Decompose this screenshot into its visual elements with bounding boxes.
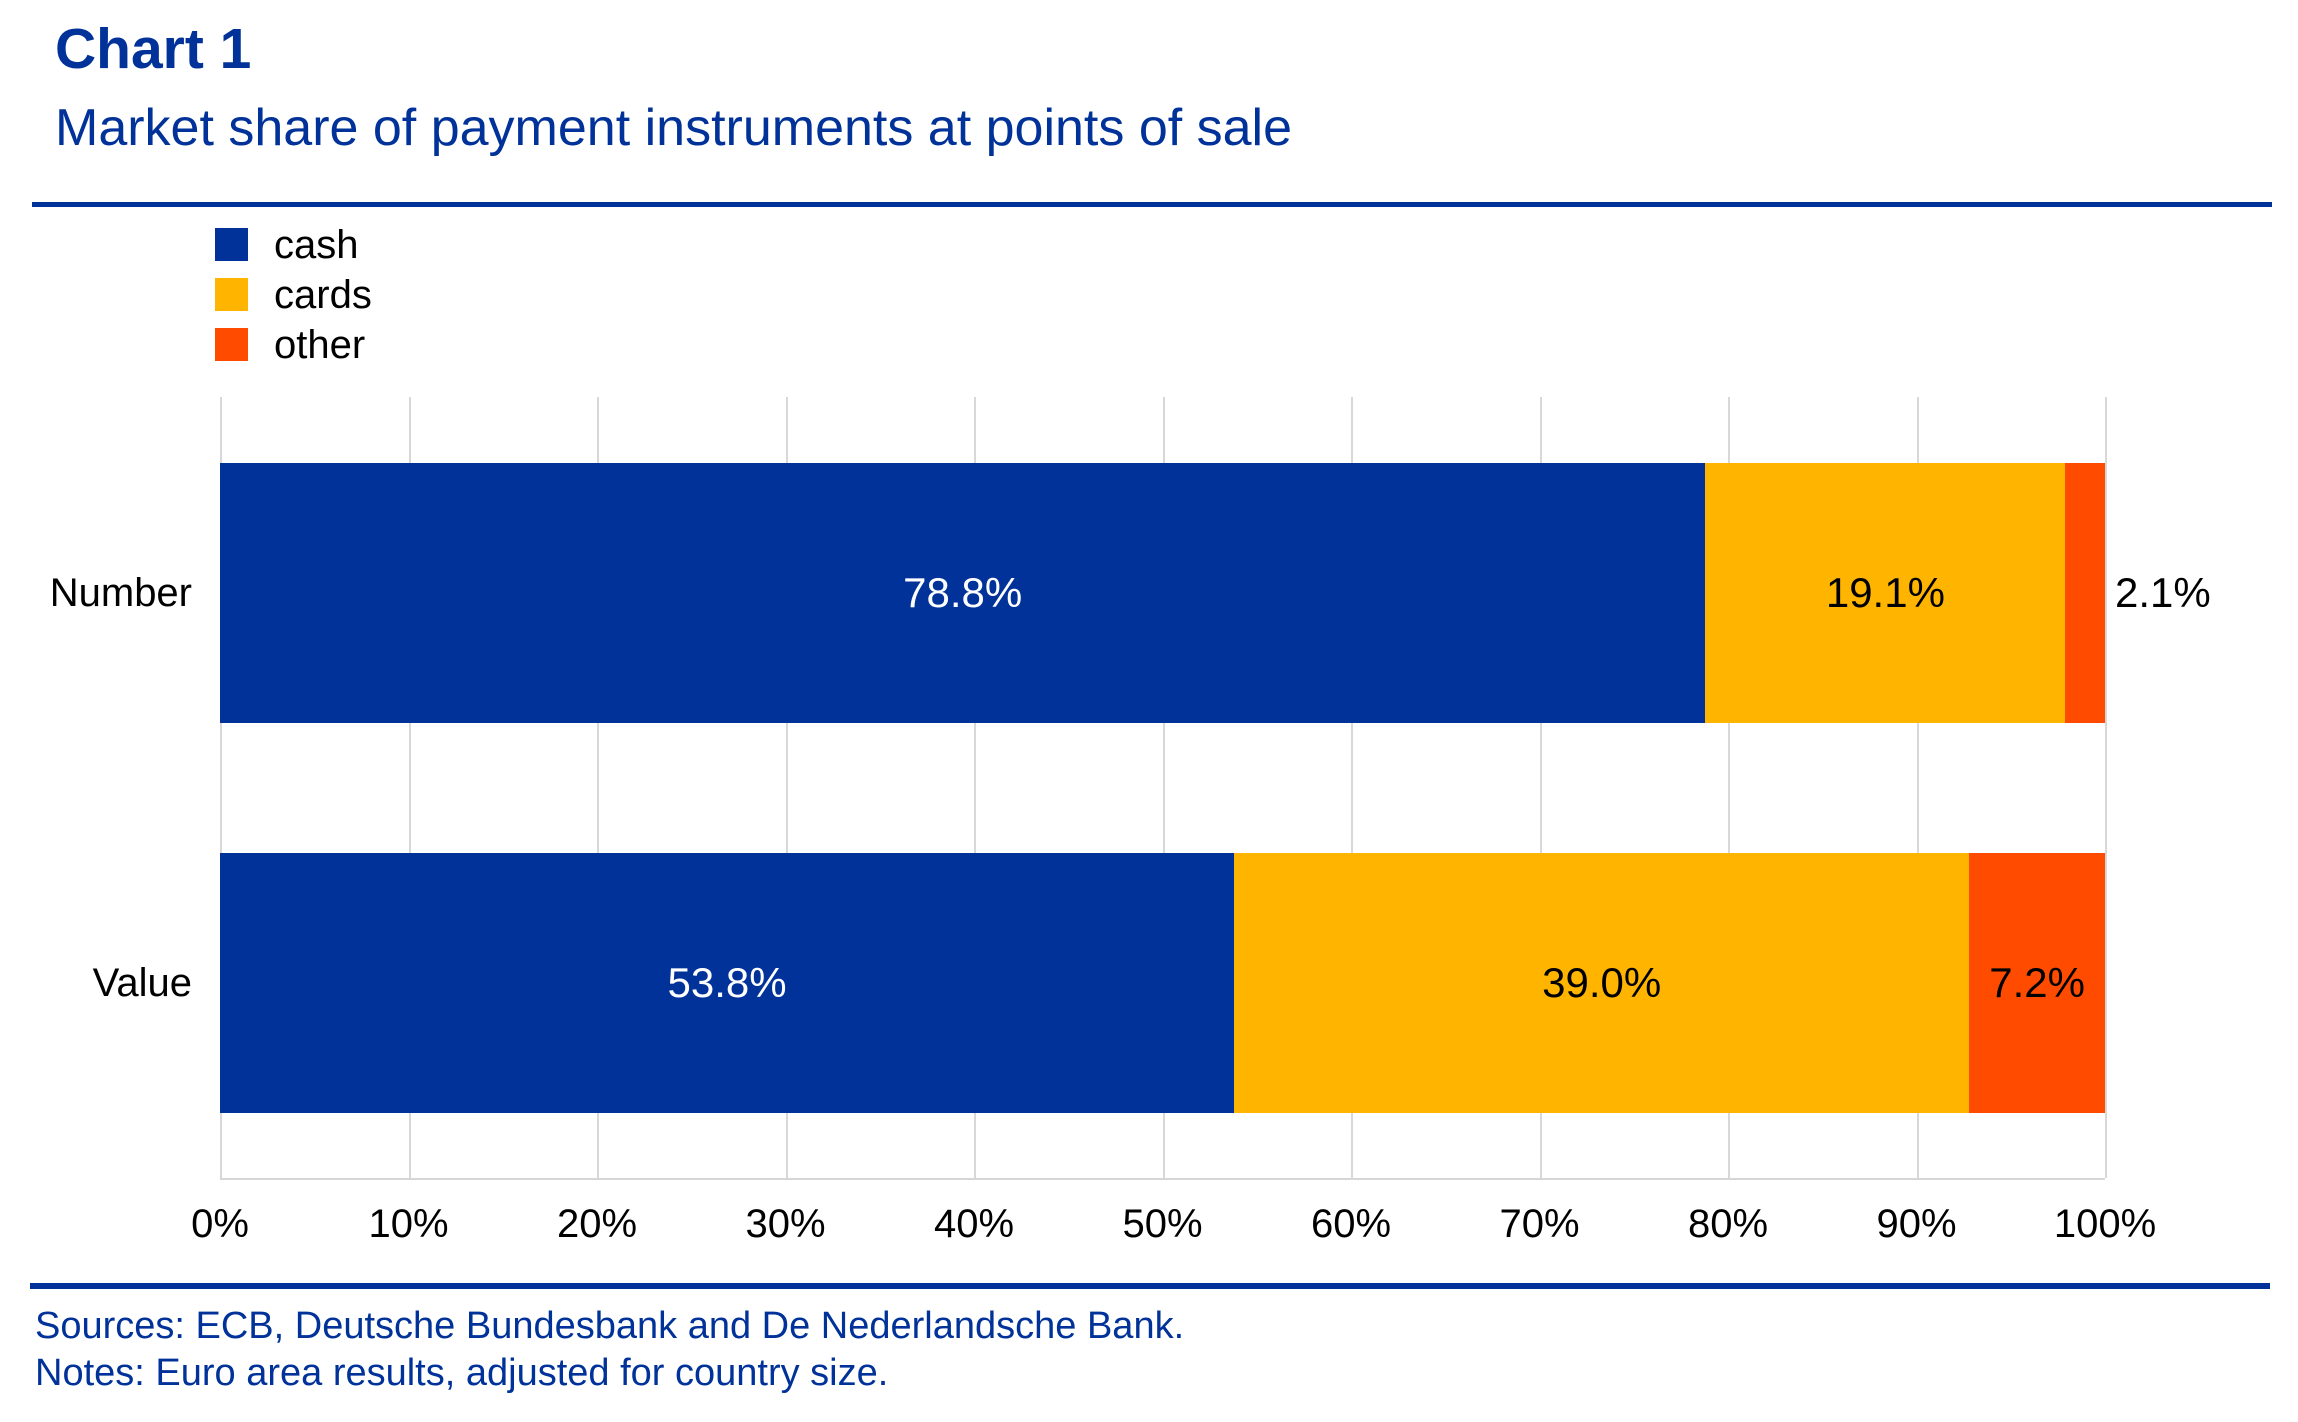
legend-swatch-other bbox=[215, 328, 248, 361]
category-label-value: Value bbox=[92, 961, 192, 1005]
legend-label-other: other bbox=[274, 322, 366, 367]
legend-label-cash: cash bbox=[274, 222, 359, 267]
legend-swatch-cards bbox=[215, 278, 248, 311]
bar-row-value: 53.8% 39.0% 7.2% bbox=[220, 853, 2105, 1113]
category-label-number: Number bbox=[49, 571, 192, 615]
gridline-70% bbox=[1539, 397, 1542, 1178]
notes-line: Notes: Euro area results, adjusted for c… bbox=[35, 1352, 889, 1394]
x-tick-90%: 90% bbox=[1876, 1202, 1957, 1246]
data-label-cash-number: 78.8% bbox=[903, 569, 1023, 616]
x-tick-10%: 10% bbox=[368, 1202, 449, 1246]
top-divider bbox=[32, 202, 2272, 207]
chart-number-title: Chart 1 bbox=[55, 17, 252, 81]
legend-item-other: other bbox=[215, 325, 372, 365]
gridline-100% bbox=[2105, 397, 2107, 1178]
gridline-10% bbox=[408, 397, 411, 1178]
x-tick-100%: 100% bbox=[2053, 1202, 2157, 1246]
chart-title: Market share of payment instruments at p… bbox=[55, 99, 1293, 157]
plot-area: 78.8% 19.1% 2.1% 53.8% 39.0% 7.2% bbox=[220, 397, 2211, 1180]
gridline-90% bbox=[1916, 397, 1919, 1178]
data-label-other-number: 2.1% bbox=[2115, 569, 2211, 616]
data-label-cards-value: 39.0% bbox=[1542, 959, 1662, 1006]
data-label-cards-number: 19.1% bbox=[1825, 569, 1945, 616]
x-tick-80%: 80% bbox=[1687, 1202, 1769, 1246]
bar-segment-cards-number: 19.1% bbox=[1705, 463, 2066, 723]
bar-row-number: 78.8% 19.1% 2.1% bbox=[220, 463, 2211, 723]
bar-segment-other-number bbox=[2065, 463, 2105, 723]
x-tick-70%: 70% bbox=[1499, 1202, 1580, 1246]
bar-segment-other-value: 7.2% bbox=[1969, 853, 2105, 1113]
gridline-80% bbox=[1728, 397, 1730, 1178]
gridline-20% bbox=[597, 397, 599, 1178]
gridline-0% bbox=[220, 397, 222, 1178]
bar-segment-cash-number: 78.8% bbox=[220, 463, 1706, 723]
gridline-30% bbox=[785, 397, 788, 1178]
gridline-60% bbox=[1351, 397, 1353, 1178]
legend-item-cash: cash bbox=[215, 225, 372, 265]
bar-segment-cash-value: 53.8% bbox=[220, 853, 1235, 1113]
x-tick-40%: 40% bbox=[933, 1202, 1015, 1246]
legend-label-cards: cards bbox=[274, 272, 372, 317]
gridline-40% bbox=[974, 397, 976, 1178]
x-tick-0%: 0% bbox=[191, 1202, 249, 1246]
sources-note: Sources: ECB, Deutsche Bundesbank and De… bbox=[35, 1305, 1185, 1347]
x-tick-30%: 30% bbox=[745, 1202, 826, 1246]
gridline-50% bbox=[1162, 397, 1165, 1178]
bar-segment-cards-value: 39.0% bbox=[1234, 853, 1970, 1113]
data-label-cash-value: 53.8% bbox=[667, 959, 787, 1006]
x-tick-60%: 60% bbox=[1310, 1202, 1392, 1246]
legend: cash cards other bbox=[215, 225, 372, 378]
legend-item-cards: cards bbox=[215, 275, 372, 315]
data-label-other-value: 7.2% bbox=[1989, 959, 2085, 1006]
bottom-divider bbox=[30, 1283, 2270, 1289]
x-tick-50%: 50% bbox=[1122, 1202, 1203, 1246]
legend-swatch-cash bbox=[215, 228, 248, 261]
x-tick-20%: 20% bbox=[556, 1202, 638, 1246]
